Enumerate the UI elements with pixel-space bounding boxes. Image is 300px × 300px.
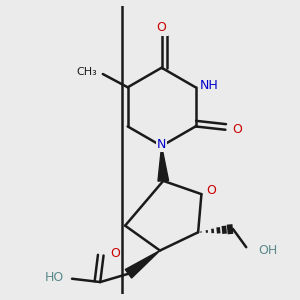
- Text: NH: NH: [200, 79, 219, 92]
- Polygon shape: [125, 250, 160, 278]
- Text: OH: OH: [258, 244, 277, 257]
- Text: O: O: [206, 184, 216, 197]
- Text: O: O: [157, 21, 166, 34]
- Text: HO: HO: [44, 271, 64, 284]
- Polygon shape: [158, 146, 169, 181]
- Text: O: O: [110, 248, 120, 260]
- Text: N: N: [157, 138, 166, 151]
- Text: O: O: [232, 123, 242, 136]
- Text: CH₃: CH₃: [76, 68, 97, 77]
